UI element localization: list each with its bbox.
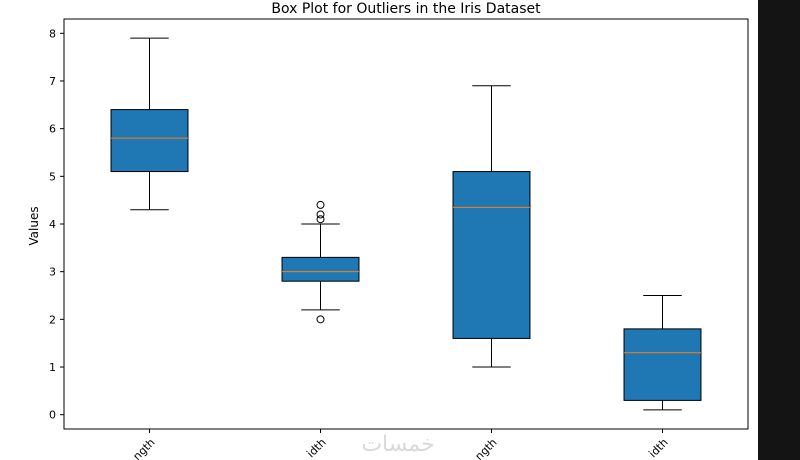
box-group-4 [623, 295, 702, 411]
chart-canvas: Box Plot for Outliers in the Iris Datase… [0, 0, 758, 460]
outlier-point [316, 200, 325, 209]
iqr-box [452, 171, 531, 339]
y-tick-label: 1 [49, 361, 56, 374]
outlier-point [316, 210, 325, 219]
box-group-2 [281, 200, 360, 324]
x-tick-label: ngth [473, 436, 500, 460]
box-plot-chart: Box Plot for Outliers in the Iris Datase… [27, 1, 749, 460]
x-tick-label: idth [646, 436, 670, 460]
iqr-box [281, 256, 360, 282]
y-tick-label: 8 [49, 27, 56, 40]
box-group-1 [110, 37, 189, 211]
watermark-logo: خمسات [361, 432, 434, 457]
outlier-point [316, 215, 325, 224]
outlier-point [316, 315, 325, 324]
boxes-layer [110, 37, 702, 411]
y-tick-label: 4 [49, 218, 56, 231]
y-axis: 0 1 2 3 4 5 6 7 8 [49, 27, 64, 422]
window-edge [758, 0, 800, 460]
x-tick-label: ngth [131, 436, 158, 460]
y-tick-label: 6 [49, 123, 56, 136]
chart-title: Box Plot for Outliers in the Iris Datase… [271, 1, 541, 17]
y-tick-label: 7 [49, 75, 56, 88]
y-tick-label: 2 [49, 313, 56, 326]
y-tick-label: 3 [49, 266, 56, 279]
y-tick-label: 5 [49, 170, 56, 183]
box-group-3 [452, 85, 531, 368]
iqr-box [623, 328, 702, 401]
y-axis-label: Values [27, 206, 41, 245]
y-tick-label: 0 [49, 409, 56, 422]
iqr-box [110, 109, 189, 173]
x-tick-label: idth [304, 436, 328, 460]
